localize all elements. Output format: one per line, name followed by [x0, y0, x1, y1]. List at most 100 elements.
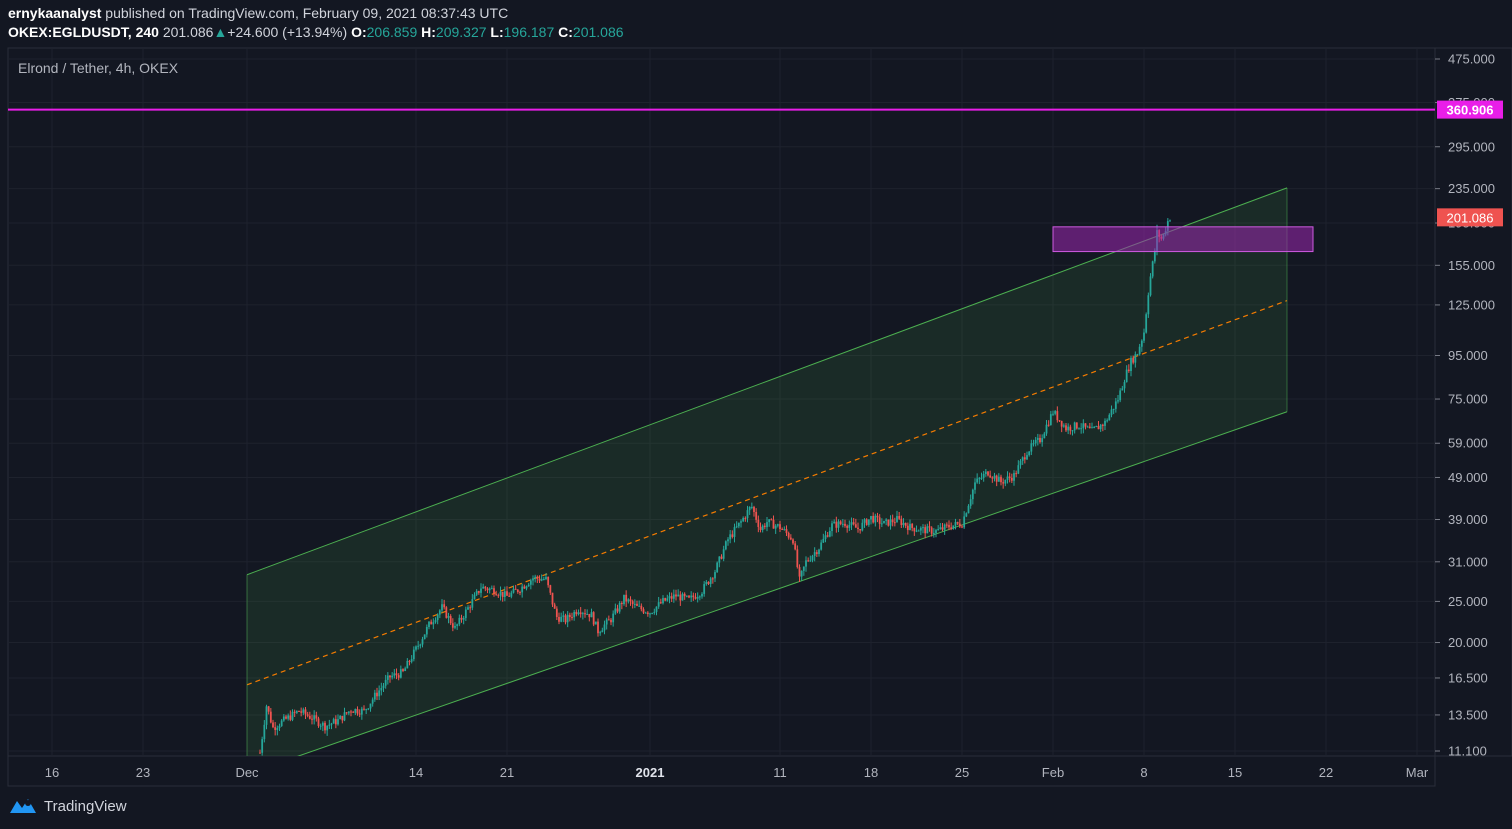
candle-body — [1082, 423, 1085, 429]
candle-body — [573, 611, 576, 618]
candle-body — [1125, 369, 1128, 383]
candle-body — [720, 556, 723, 559]
candle-body — [701, 593, 703, 597]
candle-body — [447, 616, 450, 618]
candle-body — [909, 523, 911, 531]
candle-body — [872, 516, 875, 523]
candle-body — [1058, 420, 1061, 422]
candle-body — [911, 523, 914, 528]
candle-body — [601, 630, 604, 633]
resistance-price-text: 360.906 — [1447, 103, 1494, 118]
candle-body — [451, 623, 454, 628]
candle-body — [462, 618, 465, 620]
candle-body — [805, 560, 807, 567]
candle-body — [581, 613, 584, 615]
candle-body — [454, 625, 456, 628]
plot-pane[interactable] — [7, 47, 1436, 757]
candle-body — [1047, 424, 1050, 426]
candle-body — [280, 720, 283, 726]
channel-fill[interactable] — [247, 187, 1287, 774]
candle-body — [846, 525, 849, 528]
up-triangle-icon: ▲ — [213, 24, 228, 40]
candle-body — [742, 517, 745, 522]
candle-body — [369, 703, 372, 709]
candle-body — [1119, 390, 1122, 401]
candle-body — [958, 523, 961, 527]
candle-body — [1086, 426, 1089, 428]
candle-body — [263, 724, 266, 740]
candle-body — [525, 586, 528, 589]
tradingview-logo-icon — [10, 799, 36, 813]
candle-body — [948, 524, 950, 528]
candle-body — [397, 675, 400, 678]
candle-body — [605, 619, 608, 625]
channel-mid-line[interactable] — [246, 300, 1288, 686]
candle-body — [729, 534, 732, 540]
candle-body — [794, 543, 797, 550]
candle-body — [653, 611, 656, 613]
candle-body — [321, 722, 324, 726]
candle-body — [603, 624, 606, 631]
supply-zone-rect[interactable] — [1052, 226, 1314, 253]
regression-channel[interactable] — [246, 187, 1288, 774]
candle-body — [878, 517, 881, 524]
candle-body — [339, 715, 342, 720]
candle-body — [839, 521, 842, 524]
candle-body — [300, 711, 303, 713]
candle-body — [282, 716, 285, 721]
time-tick-label: 25 — [955, 765, 969, 780]
candle-body — [482, 586, 485, 589]
candle-body — [365, 709, 368, 711]
price-tick-label: 475.000 — [1448, 52, 1495, 67]
candle-body — [571, 617, 573, 619]
candle-body — [900, 518, 903, 526]
candle-body — [360, 708, 363, 715]
candle-body — [811, 555, 814, 561]
candle-body — [1026, 455, 1028, 460]
tradingview-footer[interactable]: TradingView — [8, 797, 127, 815]
candle-body — [1013, 473, 1015, 481]
candle-body — [796, 549, 799, 568]
author-name[interactable]: ernykaanalyst — [8, 5, 102, 21]
candle-body — [298, 710, 300, 712]
candle-body — [818, 549, 820, 555]
candle-body — [473, 594, 476, 600]
time-tick-label: Mar — [1406, 765, 1429, 780]
candle-body — [711, 578, 714, 580]
candle-body — [822, 538, 825, 543]
time-axis[interactable] — [7, 755, 1436, 787]
price-axis[interactable] — [1434, 47, 1512, 757]
price-tick-label: 11.100 — [1448, 744, 1487, 759]
candle-body — [724, 541, 727, 550]
candle-body — [880, 523, 883, 525]
high-label: H: — [421, 24, 436, 40]
channel-lower-line[interactable] — [247, 411, 1288, 774]
candle-body — [495, 594, 498, 596]
tradingview-brand: TradingView — [44, 797, 127, 815]
candle-body — [529, 580, 532, 585]
candle-body — [638, 605, 641, 607]
price-change: +24.600 (+13.94%) — [227, 24, 348, 40]
drawings[interactable] — [8, 108, 1435, 253]
candle-body — [800, 570, 803, 577]
price-tick-label: 125.000 — [1448, 297, 1495, 312]
candle-body — [750, 506, 753, 508]
channel-upper-line[interactable] — [246, 187, 1288, 576]
candle-body — [683, 593, 686, 597]
candle-body — [1056, 411, 1059, 421]
candle-body — [1140, 340, 1143, 347]
candle-body — [566, 614, 569, 623]
candle-body — [969, 499, 972, 506]
candle-body — [831, 523, 833, 531]
candle-body — [536, 576, 539, 579]
candle-body — [844, 523, 846, 526]
candle-body — [553, 604, 556, 609]
open-label: O: — [351, 24, 367, 40]
candle-body — [1097, 425, 1100, 430]
candle-body — [705, 581, 708, 585]
candle-body — [484, 586, 487, 589]
candle-body — [939, 527, 942, 530]
candle-body — [610, 619, 612, 623]
candle-body — [599, 632, 602, 634]
